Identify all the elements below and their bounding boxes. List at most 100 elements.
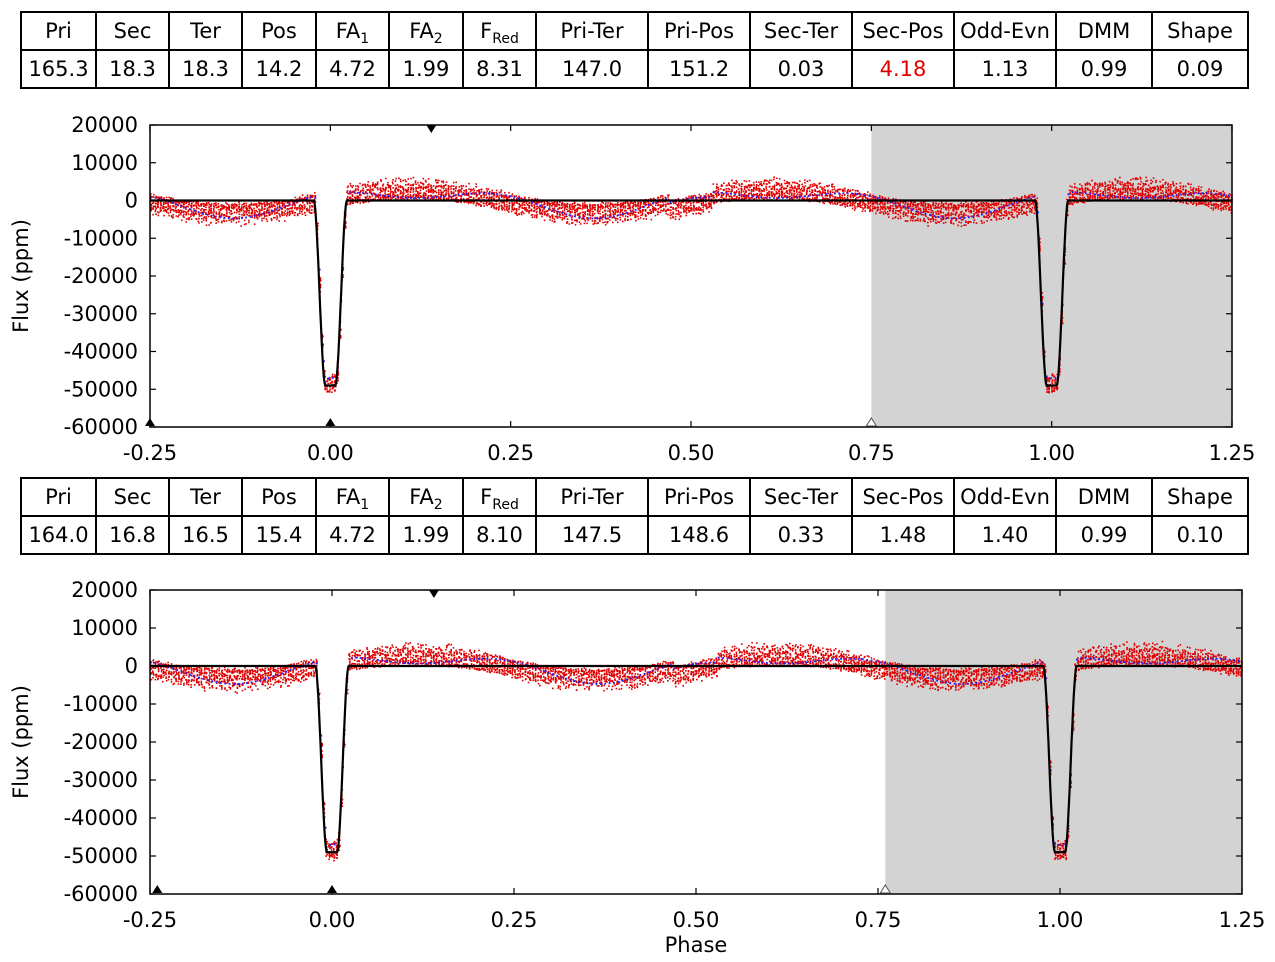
data-point <box>498 206 500 208</box>
data-point <box>205 224 208 227</box>
data-point <box>924 208 927 211</box>
data-point <box>544 210 546 213</box>
data-point <box>619 216 621 219</box>
data-point <box>677 205 679 207</box>
data-point <box>452 192 455 194</box>
data-point <box>751 196 753 199</box>
data-point <box>1033 201 1035 203</box>
data-point <box>292 203 294 205</box>
data-point <box>270 217 273 220</box>
data-point <box>622 205 625 208</box>
data-point <box>640 214 642 217</box>
data-point <box>637 202 639 204</box>
stats-value-8: 151.2 <box>647 49 751 89</box>
data-point <box>159 196 162 199</box>
data-point <box>929 218 932 221</box>
data-point <box>1094 197 1096 199</box>
data-point <box>1167 182 1169 185</box>
data-point <box>910 210 913 212</box>
data-point <box>399 178 402 181</box>
data-point <box>761 190 763 193</box>
data-point <box>615 217 617 220</box>
data-point <box>281 204 284 206</box>
data-point <box>927 203 929 205</box>
data-point <box>409 195 412 198</box>
data-point <box>172 204 174 207</box>
data-point <box>258 215 261 218</box>
data-point <box>365 191 367 193</box>
data-point <box>781 193 783 195</box>
data-point <box>606 222 609 224</box>
data-point <box>1005 215 1007 217</box>
data-point <box>362 183 364 186</box>
data-point <box>1126 195 1129 197</box>
data-point <box>483 205 485 207</box>
data-point <box>212 208 215 210</box>
data-point <box>1159 195 1161 197</box>
data-point <box>198 222 200 224</box>
data-point <box>158 211 160 214</box>
data-point <box>634 201 636 203</box>
data-point <box>516 202 519 204</box>
data-point <box>215 219 217 221</box>
data-point <box>412 189 415 191</box>
data-point <box>1086 181 1089 184</box>
data-point <box>536 203 539 205</box>
data-point <box>174 209 177 212</box>
data-point <box>1121 192 1123 194</box>
data-point <box>1126 182 1128 185</box>
data-point <box>854 192 856 195</box>
data-point <box>609 209 611 211</box>
data-point <box>721 194 723 196</box>
data-point <box>1108 188 1111 191</box>
data-point <box>1198 196 1200 198</box>
data-point <box>641 214 644 216</box>
data-point <box>569 206 571 209</box>
shaded-region <box>871 125 1232 427</box>
data-point <box>269 213 271 216</box>
data-point <box>521 204 523 206</box>
stats-value-3: 15.4 <box>241 515 317 555</box>
data-point <box>604 215 607 218</box>
data-point <box>716 183 718 186</box>
data-point <box>1145 183 1147 186</box>
data-point <box>882 211 885 214</box>
data-point <box>960 213 962 216</box>
data-point <box>1026 196 1029 198</box>
data-point <box>1162 178 1164 181</box>
data-point <box>173 205 175 208</box>
data-point <box>973 219 976 221</box>
data-point <box>563 209 566 211</box>
data-point <box>594 216 597 219</box>
data-point <box>930 209 932 211</box>
data-point <box>264 215 266 218</box>
data-point <box>1157 190 1159 193</box>
data-point <box>717 188 720 191</box>
data-point <box>752 190 755 192</box>
data-point <box>190 206 193 209</box>
data-point <box>420 182 423 184</box>
data-point <box>1122 185 1125 188</box>
data-point <box>1136 192 1139 194</box>
data-point <box>187 201 189 203</box>
data-point <box>311 201 313 204</box>
data-point <box>605 213 607 216</box>
data-point <box>1162 192 1164 194</box>
data-point <box>872 194 874 197</box>
data-point <box>554 215 557 218</box>
data-point <box>589 214 591 217</box>
data-point <box>1004 205 1006 207</box>
data-point <box>403 198 405 200</box>
data-point <box>963 213 965 215</box>
data-point <box>662 195 664 197</box>
data-point <box>1222 190 1224 193</box>
data-point <box>823 202 825 205</box>
data-point <box>813 183 816 185</box>
data-point <box>525 210 528 212</box>
data-point <box>1005 201 1008 204</box>
data-point <box>407 196 409 198</box>
data-point <box>480 197 483 199</box>
stats-value-9: 0.03 <box>749 49 853 89</box>
data-point <box>709 203 712 205</box>
